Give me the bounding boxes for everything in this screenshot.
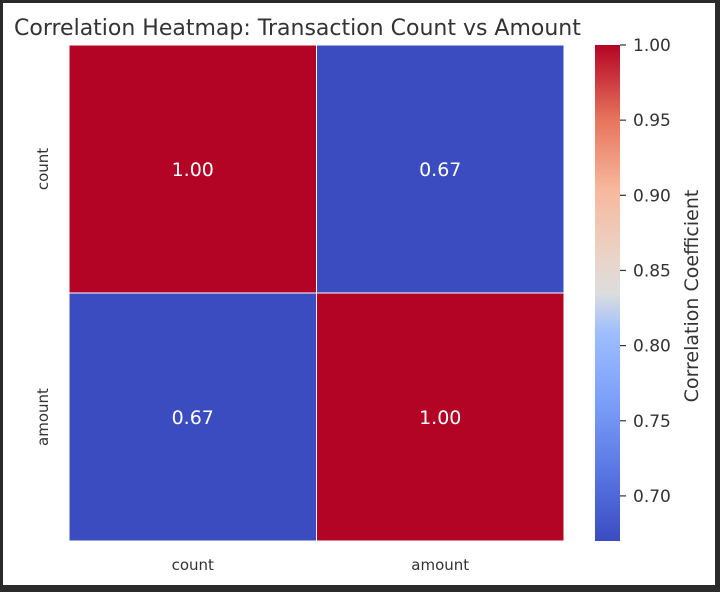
heatmap-cell [316,44,565,294]
colorbar-ticks: 0.70 0.75 0.80 0.85 0.90 0.95 1.00 [620,36,671,507]
heatmap-chart: Correlation Heatmap: Transaction Count v… [14,16,703,574]
x-tick-labels: count amount [172,556,470,574]
heatmap-cell [316,292,565,542]
x-tick-label: count [172,556,214,574]
y-tick-label: count [34,148,52,190]
cell-annotation: 0.67 [172,407,214,429]
y-tick-labels: count amount [34,148,52,446]
heatmap-cells: 1.00 0.67 0.67 1.00 [68,44,565,542]
cell-annotation: 1.00 [419,407,461,429]
colorbar-tick-label: 0.75 [633,412,671,432]
colorbar-label: Correlation Coefficient [681,190,703,403]
chart-frame: Correlation Heatmap: Transaction Count v… [3,3,715,585]
heatmap-cell [68,44,317,294]
cell-annotation: 1.00 [172,159,214,181]
colorbar-tick-label: 0.80 [633,337,671,357]
y-tick-label: amount [34,388,52,446]
colorbar [595,45,620,541]
chart-title: Correlation Heatmap: Transaction Count v… [14,16,581,41]
cell-annotation: 0.67 [419,159,461,181]
colorbar-tick-label: 0.90 [633,186,671,206]
colorbar-tick-label: 0.85 [633,261,671,281]
x-tick-label: amount [411,556,469,574]
heatmap-cell [68,292,317,542]
colorbar-tick-label: 1.00 [633,36,671,56]
colorbar-tick-label: 0.70 [633,487,671,507]
colorbar-tick-label: 0.95 [633,111,671,131]
